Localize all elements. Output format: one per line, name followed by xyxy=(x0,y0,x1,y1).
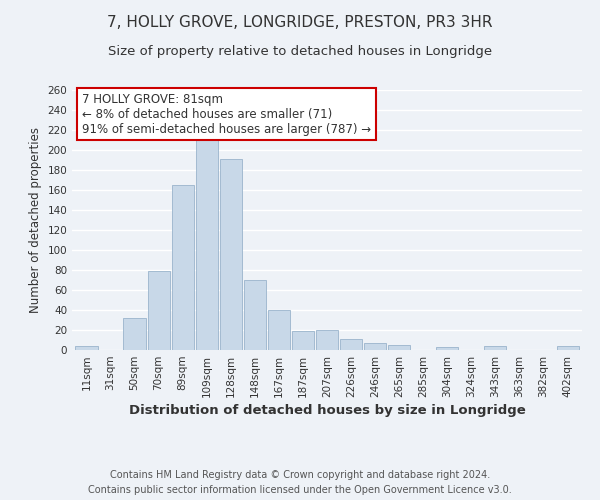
Bar xyxy=(557,346,578,350)
Bar xyxy=(76,346,98,350)
Bar xyxy=(196,132,218,350)
Bar xyxy=(244,280,266,350)
Text: Size of property relative to detached houses in Longridge: Size of property relative to detached ho… xyxy=(108,45,492,58)
Bar xyxy=(436,347,458,350)
Bar xyxy=(340,339,362,350)
Text: 7, HOLLY GROVE, LONGRIDGE, PRESTON, PR3 3HR: 7, HOLLY GROVE, LONGRIDGE, PRESTON, PR3 … xyxy=(107,15,493,30)
Y-axis label: Number of detached properties: Number of detached properties xyxy=(29,127,42,313)
X-axis label: Distribution of detached houses by size in Longridge: Distribution of detached houses by size … xyxy=(128,404,526,417)
Bar xyxy=(316,330,338,350)
Bar xyxy=(484,346,506,350)
Text: Contains HM Land Registry data © Crown copyright and database right 2024.: Contains HM Land Registry data © Crown c… xyxy=(110,470,490,480)
Text: 7 HOLLY GROVE: 81sqm
← 8% of detached houses are smaller (71)
91% of semi-detach: 7 HOLLY GROVE: 81sqm ← 8% of detached ho… xyxy=(82,92,371,136)
Bar xyxy=(220,159,242,350)
Bar xyxy=(292,331,314,350)
Text: Contains public sector information licensed under the Open Government Licence v3: Contains public sector information licen… xyxy=(88,485,512,495)
Bar xyxy=(148,271,170,350)
Bar xyxy=(268,310,290,350)
Bar xyxy=(124,318,146,350)
Bar xyxy=(364,343,386,350)
Bar xyxy=(172,185,194,350)
Bar xyxy=(388,345,410,350)
